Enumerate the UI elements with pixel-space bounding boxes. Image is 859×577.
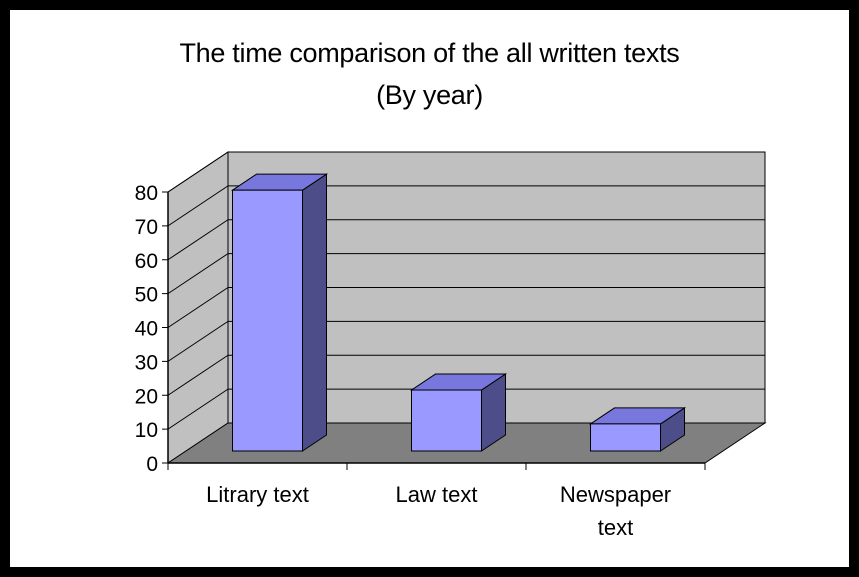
gridline bbox=[167, 185, 229, 227]
y-tick-label: 60 bbox=[135, 250, 158, 273]
chart-title: The time comparison of the all written t… bbox=[179, 38, 680, 68]
axes bbox=[162, 191, 706, 470]
y-tick-label: 0 bbox=[146, 453, 158, 476]
x-tick-label: Litrary text bbox=[206, 482, 309, 507]
axis-labels: 0 10 20 30 40 50 60 70 80 Litrary text Law text New… bbox=[135, 182, 672, 540]
gridline bbox=[167, 151, 229, 193]
bars bbox=[230, 173, 687, 452]
bar bbox=[230, 173, 329, 452]
y-tick-label: 10 bbox=[135, 419, 158, 442]
y-tick-label: 40 bbox=[135, 318, 158, 341]
bar-front bbox=[232, 189, 303, 452]
y-tick-label: 20 bbox=[135, 385, 158, 408]
gridline bbox=[167, 320, 229, 362]
bar bbox=[409, 373, 508, 452]
chart-subtitle: (By year) bbox=[376, 80, 483, 110]
bar-front bbox=[411, 389, 482, 452]
y-tick-label: 30 bbox=[135, 351, 158, 374]
x-tick-label: text bbox=[598, 515, 633, 540]
gridline bbox=[167, 354, 229, 396]
gridline bbox=[167, 287, 229, 328]
y-tick-label: 50 bbox=[135, 284, 158, 307]
x-tick-label: Law text bbox=[396, 482, 478, 507]
gridline bbox=[167, 219, 229, 261]
gridline bbox=[167, 388, 229, 430]
x-tick-label: Newspaper bbox=[560, 482, 671, 507]
bar bbox=[588, 406, 687, 452]
y-tick-label: 80 bbox=[135, 182, 158, 205]
gridline bbox=[167, 253, 229, 295]
bar-side bbox=[302, 173, 327, 452]
bar-front bbox=[590, 423, 661, 452]
y-tick-label: 70 bbox=[135, 216, 158, 239]
